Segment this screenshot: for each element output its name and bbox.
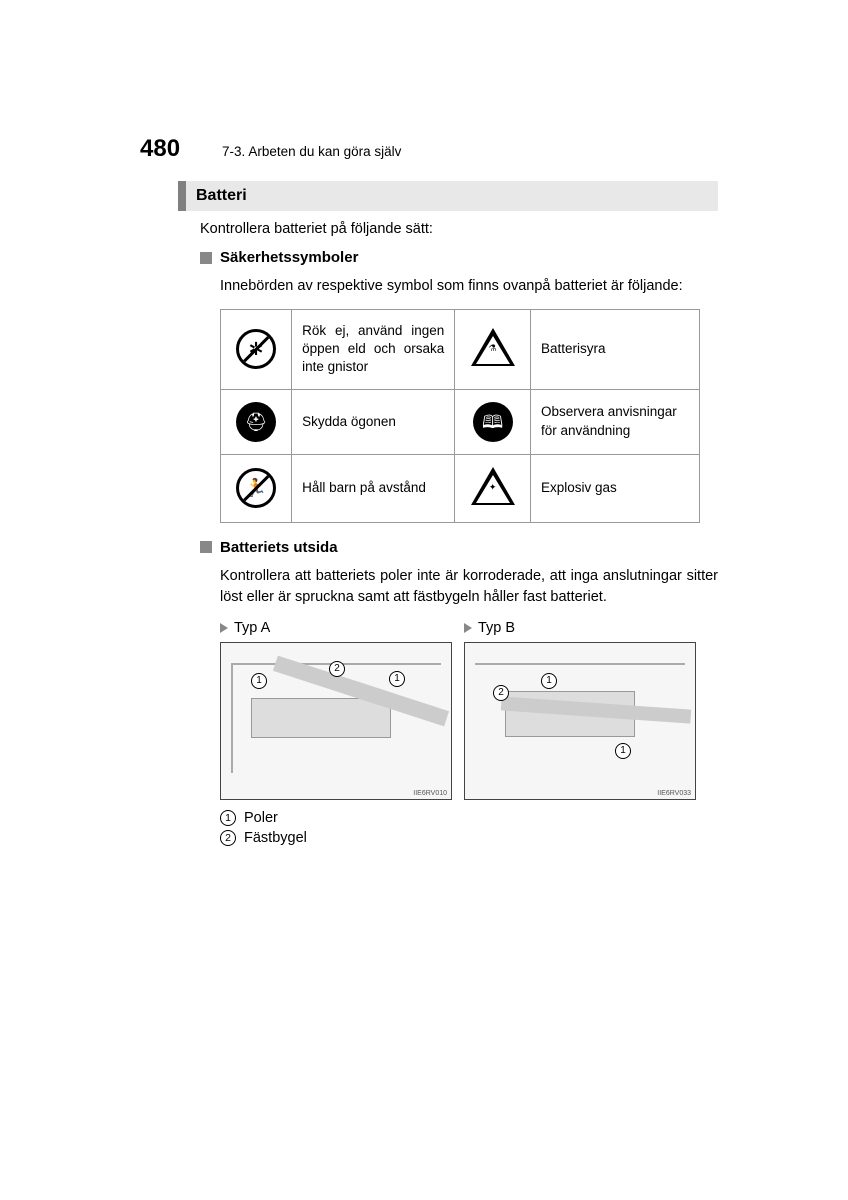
icon-cell: ⛑ bbox=[221, 389, 292, 454]
icon-cell: 🏃 bbox=[221, 454, 292, 522]
triangle-arrow-icon bbox=[464, 623, 472, 633]
icon-cell: ✦ bbox=[455, 454, 531, 522]
manual-page: 480 7-3. Arbeten du kan göra själv Batte… bbox=[0, 0, 848, 890]
battery-diagram-b: 2 1 1 IIE6RV033 bbox=[464, 642, 696, 800]
symbol-text: Skydda ögonen bbox=[292, 389, 455, 454]
manual-icon: 🕮 bbox=[473, 402, 513, 442]
symbol-text: Håll barn på avstånd bbox=[292, 454, 455, 522]
subhead-exterior: Batteriets utsida bbox=[200, 539, 718, 556]
type-a-text: Typ A bbox=[234, 620, 270, 636]
legend: 1 Poler 2 Fästbygel bbox=[220, 810, 718, 846]
goggles-icon: ⛑ bbox=[236, 402, 276, 442]
explosive-warning-icon: ✦ bbox=[471, 467, 515, 505]
legend-item: 1 Poler bbox=[220, 810, 718, 826]
subhead-label: Batteriets utsida bbox=[220, 539, 338, 556]
symbol-text: Explosiv gas bbox=[530, 454, 699, 522]
subhead-label: Säkerhetssymboler bbox=[220, 249, 358, 266]
square-bullet-icon bbox=[200, 541, 212, 553]
legend-item: 2 Fästbygel bbox=[220, 830, 718, 846]
icon-cell: ⚗ bbox=[455, 310, 531, 390]
image-code: IIE6RV033 bbox=[657, 790, 691, 797]
legend-label: Poler bbox=[244, 810, 278, 826]
legend-label: Fästbygel bbox=[244, 830, 307, 846]
section-title: Batteri bbox=[178, 181, 718, 211]
intro-text: Kontrollera batteriet på följande sätt: bbox=[200, 221, 718, 237]
table-row: ⛑ Skydda ögonen 🕮 Observera anvisningar … bbox=[221, 389, 700, 454]
table-row: 🏃 Håll barn på avstånd ✦ Explosiv gas bbox=[221, 454, 700, 522]
exterior-body: Kontrollera att batteriets poler inte är… bbox=[220, 566, 718, 608]
safety-body: Innebörden av respektive symbol som finn… bbox=[220, 276, 718, 297]
page-number: 480 bbox=[140, 135, 180, 163]
symbols-table: ✲ Rök ej, använd ingen öppen eld och ors… bbox=[220, 309, 700, 523]
diagram-row: Typ A 1 2 1 IIE6RV010 Typ B bbox=[220, 620, 718, 800]
no-children-icon: 🏃 bbox=[236, 468, 276, 508]
type-b-text: Typ B bbox=[478, 620, 515, 636]
triangle-arrow-icon bbox=[220, 623, 228, 633]
acid-warning-icon: ⚗ bbox=[471, 328, 515, 366]
no-fire-icon: ✲ bbox=[236, 329, 276, 369]
symbol-text: Batterisyra bbox=[530, 310, 699, 390]
battery-diagram-a: 1 2 1 IIE6RV010 bbox=[220, 642, 452, 800]
diagram-col-a: Typ A 1 2 1 IIE6RV010 bbox=[220, 620, 452, 800]
image-code: IIE6RV010 bbox=[413, 790, 447, 797]
subhead-safety: Säkerhetssymboler bbox=[200, 249, 718, 266]
legend-number-icon: 2 bbox=[220, 830, 236, 846]
table-row: ✲ Rök ej, använd ingen öppen eld och ors… bbox=[221, 310, 700, 390]
symbol-text: Rök ej, använd ingen öppen eld och orsak… bbox=[292, 310, 455, 390]
symbol-text: Observera anvisningar för användning bbox=[530, 389, 699, 454]
square-bullet-icon bbox=[200, 252, 212, 264]
icon-cell: 🕮 bbox=[455, 389, 531, 454]
icon-cell: ✲ bbox=[221, 310, 292, 390]
type-label: Typ A bbox=[220, 620, 452, 636]
section-crumb: 7-3. Arbeten du kan göra själv bbox=[222, 144, 401, 159]
page-header: 480 7-3. Arbeten du kan göra själv bbox=[140, 135, 718, 163]
legend-number-icon: 1 bbox=[220, 810, 236, 826]
diagram-col-b: Typ B 2 1 1 IIE6RV033 bbox=[464, 620, 696, 800]
type-label: Typ B bbox=[464, 620, 696, 636]
